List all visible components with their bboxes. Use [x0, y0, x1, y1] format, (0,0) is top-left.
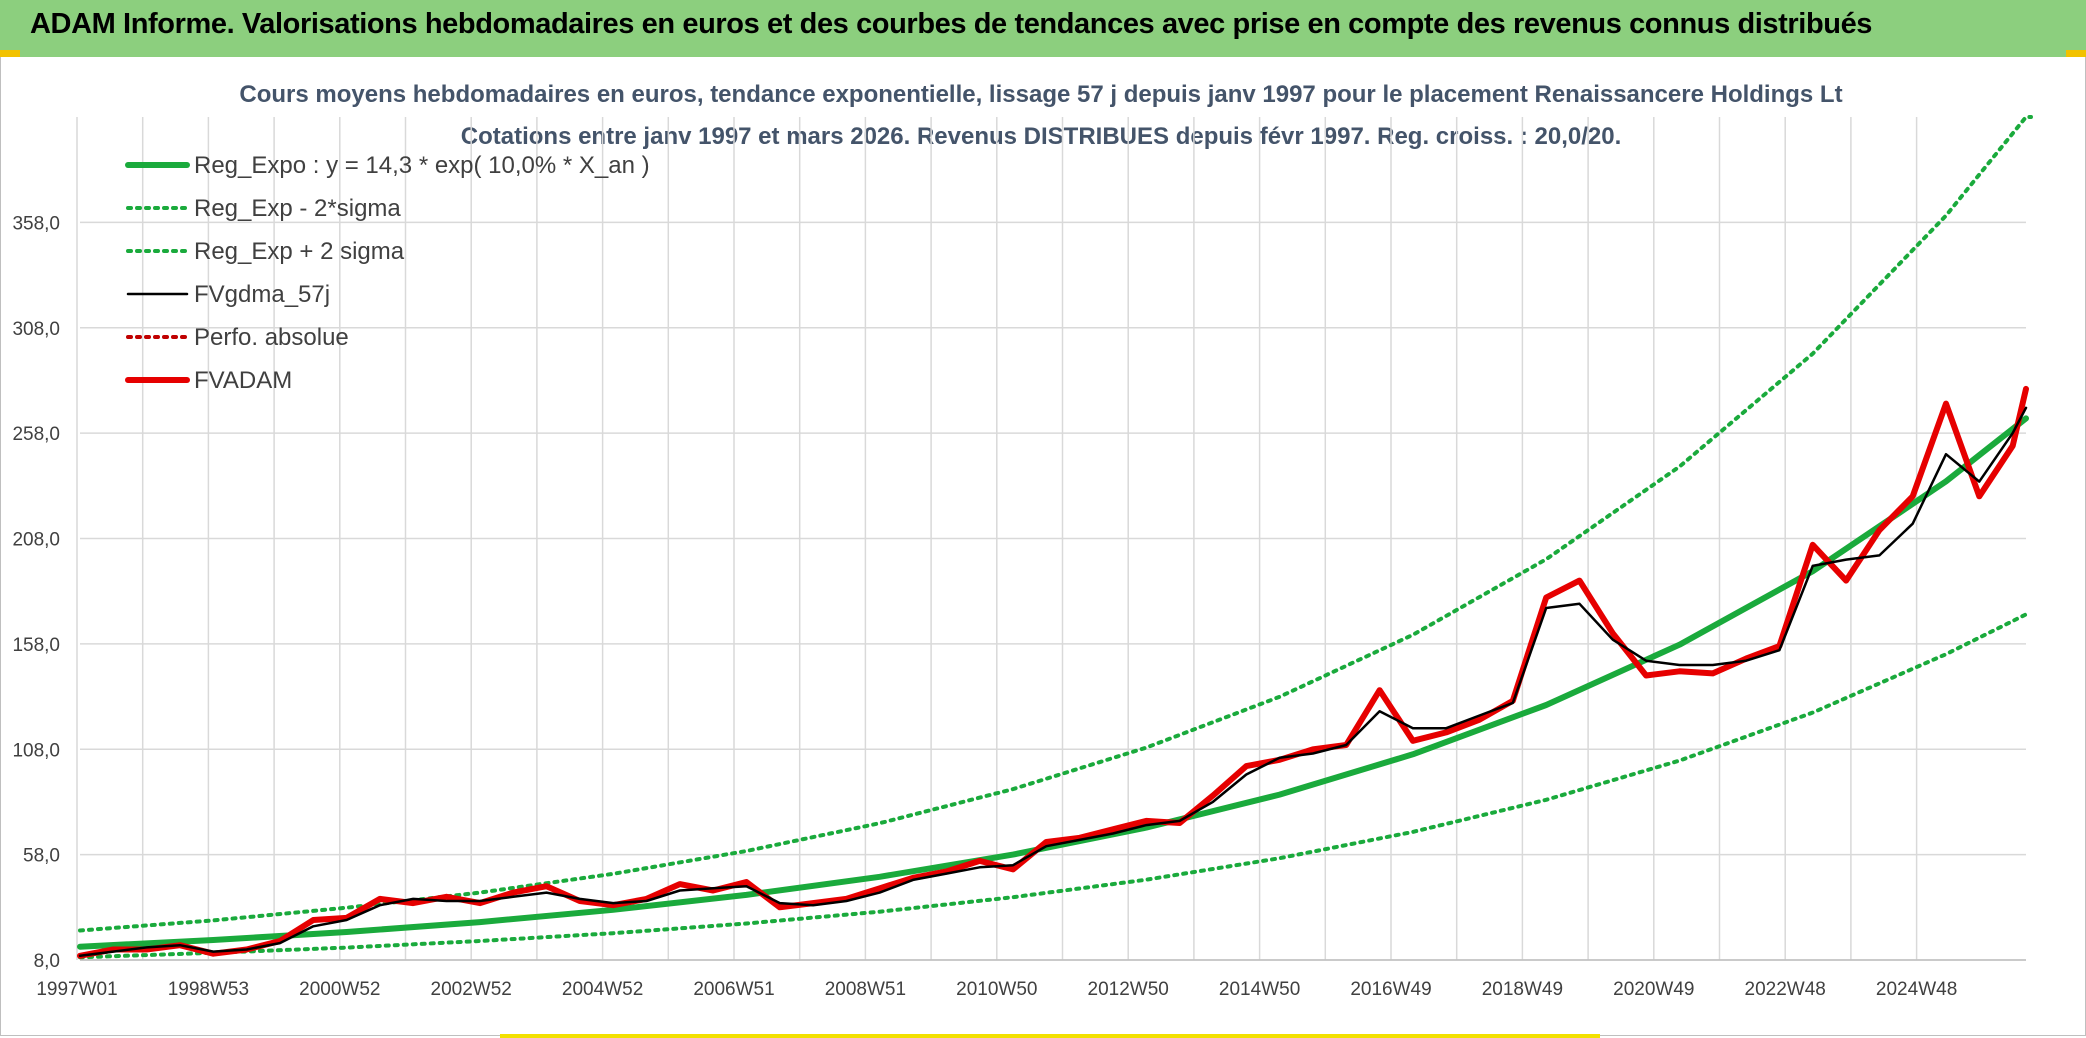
x-tick-label: 2012W50: [1088, 979, 1169, 1000]
y-tick-label: 158,0: [12, 635, 60, 656]
y-tick-label: 308,0: [12, 319, 60, 340]
chart-series: [77, 115, 2033, 960]
series-line-1: [78, 612, 2028, 960]
series-line-3: [78, 406, 2028, 958]
y-tick-label: 108,0: [12, 740, 60, 761]
x-tick-label: 2024W48: [1876, 979, 1957, 1000]
legend-label: Reg_Exp - 2*sigma: [194, 195, 401, 222]
y-tick-label: 58,0: [23, 846, 60, 867]
x-tick-label: 2018W49: [1482, 979, 1563, 1000]
header-accent-right: [2066, 50, 2086, 57]
y-tick-label: 208,0: [12, 530, 60, 551]
x-tick-label: 1998W53: [168, 979, 249, 1000]
x-tick-label: 2016W49: [1350, 979, 1431, 1000]
chart-title-line-1: Cours moyens hebdomadaires en euros, ten…: [239, 81, 1842, 108]
report-header: ADAM Informe. Valorisations hebdomadaire…: [0, 0, 2086, 57]
header-accent-left: [0, 50, 20, 57]
report-title: ADAM Informe. Valorisations hebdomadaire…: [30, 8, 1873, 40]
legend-label: FVADAM: [194, 367, 292, 394]
y-tick-label: 8,0: [34, 951, 60, 972]
chart: Cours moyens hebdomadaires en euros, ten…: [12, 81, 2033, 1000]
x-tick-label: 2006W51: [693, 979, 774, 1000]
x-tick-label: 2004W52: [562, 979, 643, 1000]
chart-legend: Reg_Expo : y = 14,3 * exp( 10,0% * X_an …: [125, 152, 650, 394]
series-line-2: [78, 115, 2033, 933]
x-tick-label: 2022W48: [1745, 979, 1826, 1000]
legend-label: FVgdma_57j: [194, 281, 330, 308]
legend-label: Reg_Exp + 2 sigma: [194, 238, 405, 265]
y-tick-label: 258,0: [12, 424, 60, 445]
x-tick-label: 2014W50: [1219, 979, 1300, 1000]
x-tick-label: 2008W51: [825, 979, 906, 1000]
series-line-4: [77, 385, 2029, 959]
chart-grid: [76, 117, 2026, 961]
x-tick-label: 1997W01: [36, 979, 117, 1000]
bottom-accent-bar: [500, 1034, 1600, 1038]
x-tick-label: 2020W49: [1613, 979, 1694, 1000]
legend-label: Perfo. absolue: [194, 324, 349, 351]
x-axis: 1997W01 1998W53 2000W52 2002W52 2004W52 2006W…: [36, 959, 2026, 1000]
y-tick-label: 358,0: [12, 213, 60, 234]
legend-label: Reg_Expo : y = 14,3 * exp( 10,0% * X_an …: [194, 152, 650, 179]
x-tick-label: 2010W50: [956, 979, 1037, 1000]
chart-title-line-2: Cotations entre janv 1997 et mars 2026. …: [461, 123, 1622, 150]
series-line-0: [77, 415, 2029, 950]
y-axis: 8,0 58,0 108,0 158,0 208,0 258,0 308,0 358,0: [12, 213, 60, 972]
x-tick-label: 2000W52: [299, 979, 380, 1000]
x-tick-label: 2002W52: [431, 979, 512, 1000]
